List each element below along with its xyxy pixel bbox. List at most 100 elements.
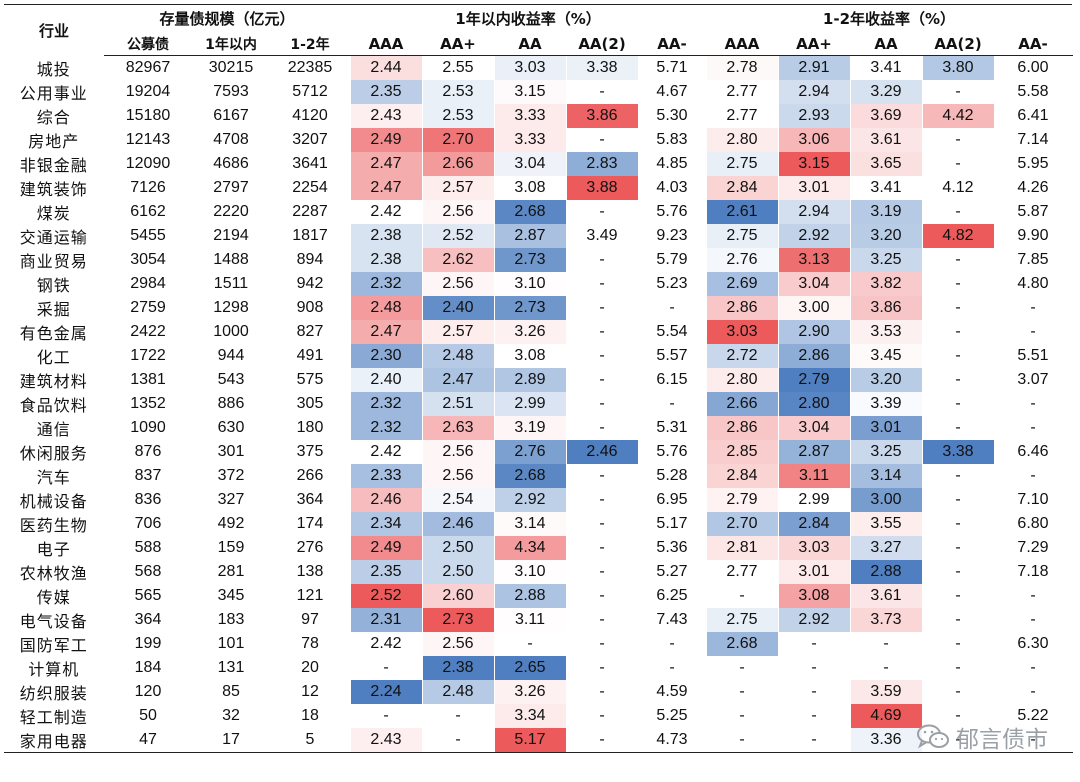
yield-cell: -: [922, 247, 995, 272]
scale-cell: 82967: [104, 55, 193, 80]
yield-cell: 6.80: [994, 511, 1073, 536]
yield-cell: -: [706, 679, 779, 704]
industry-cell: 传媒: [4, 583, 105, 608]
yield-cell: 2.80: [706, 127, 779, 152]
table-row: 电子 588 159 276 2.49 2.50 4.34-5.36 2.81 3.03 3.27…: [4, 535, 1073, 560]
yield-cell: 2.38: [350, 223, 423, 248]
col-header-y1-aaa: AAA: [350, 32, 422, 56]
yield-cell: 2.43: [350, 727, 423, 753]
yield-cell: 3.01: [850, 415, 923, 440]
yield-cell: -: [706, 583, 779, 608]
scale-cell: 908: [270, 295, 351, 320]
yield-cell: 5.87: [994, 199, 1073, 224]
yield-cell: -: [994, 415, 1073, 440]
yield-cell: -: [566, 79, 639, 104]
yield-cell: 3.25: [850, 439, 923, 464]
table-row: 建筑材料 1381 543 575 2.40 2.47 2.89-6.15 2.80 2.79 3…: [4, 367, 1073, 392]
header-row-groups: 行业 存量债规模（亿元） 1年以内收益率（%） 1-2年收益率（%）: [4, 4, 1072, 56]
yield-cell: 3.08: [494, 343, 567, 368]
scale-cell: 12143: [104, 127, 193, 152]
yield-cell: 2.68: [494, 463, 567, 488]
yield-cell: 4.69: [850, 703, 923, 728]
scale-cell: 364: [270, 487, 351, 512]
yield-cell: -: [566, 271, 639, 296]
yield-cell: -: [638, 295, 707, 320]
yield-cell: 2.47: [350, 319, 423, 344]
table-row: 城投 82967 30215 22385 2.44 2.55 3.03 3.38 5.71 2.7…: [4, 55, 1073, 80]
scale-cell: 886: [192, 391, 271, 416]
yield-cell: 3.33: [494, 103, 567, 128]
yield-cell: 3.10: [494, 559, 567, 584]
yield-cell: 7.18: [994, 559, 1073, 584]
yield-cell: 2.52: [350, 583, 423, 608]
yield-cell: 3.15: [778, 151, 851, 176]
yield-cell: 2.86: [706, 295, 779, 320]
col-header-within-1y: 1年以内: [192, 32, 270, 56]
yield-cell: 3.69: [850, 103, 923, 128]
yield-cell: 7.85: [994, 247, 1073, 272]
yield-cell: 2.77: [706, 559, 779, 584]
yield-cell: 2.65: [494, 655, 567, 680]
yield-cell: -: [638, 655, 707, 680]
scale-cell: 565: [104, 583, 193, 608]
yield-cell: -: [922, 583, 995, 608]
yield-cell: -: [922, 511, 995, 536]
yield-cell: 3.03: [706, 319, 779, 344]
yield-cell: 2.92: [778, 607, 851, 632]
scale-cell: 4708: [192, 127, 271, 152]
scale-cell: 6162: [104, 199, 193, 224]
industry-cell: 城投: [4, 55, 105, 80]
yield-cell: 3.14: [850, 463, 923, 488]
scale-cell: 30215: [192, 55, 271, 80]
yield-cell: 2.34: [350, 511, 423, 536]
industry-cell: 医药生物: [4, 511, 105, 536]
yield-cell: 2.56: [422, 199, 495, 224]
scale-cell: 1511: [192, 271, 271, 296]
yield-cell: 4.26: [994, 175, 1073, 200]
yield-cell: 2.63: [422, 415, 495, 440]
yield-cell: -: [566, 703, 639, 728]
yield-cell: 2.50: [422, 559, 495, 584]
yield-cell: 7.43: [638, 607, 707, 632]
yield-cell: -: [778, 703, 851, 728]
yield-cell: -: [494, 631, 567, 656]
yield-cell: -: [994, 679, 1073, 704]
yield-cell: 2.54: [422, 487, 495, 512]
yield-cell: -: [566, 679, 639, 704]
yield-cell: -: [638, 391, 707, 416]
yield-cell: 3.38: [566, 55, 639, 80]
yield-cell: 3.04: [778, 415, 851, 440]
yield-cell: 6.95: [638, 487, 707, 512]
scale-cell: 3207: [270, 127, 351, 152]
yield-cell: -: [566, 559, 639, 584]
scale-cell: 1298: [192, 295, 271, 320]
scale-cell: 131: [192, 655, 271, 680]
scale-cell: 159: [192, 535, 271, 560]
yield-cell: -: [566, 343, 639, 368]
yield-cell: 3.49: [566, 223, 639, 248]
scale-cell: 101: [192, 631, 271, 656]
industry-cell: 煤炭: [4, 199, 105, 224]
yield-cell: 2.44: [350, 55, 423, 80]
yield-cell: 2.84: [706, 175, 779, 200]
yield-cell: -: [850, 655, 923, 680]
yield-cell: 2.70: [706, 511, 779, 536]
yield-cell: 5.28: [638, 463, 707, 488]
scale-cell: 5712: [270, 79, 351, 104]
yield-cell: 5.51: [994, 343, 1073, 368]
col-header-public-bond: 公募债: [104, 32, 192, 56]
yield-cell: 3.82: [850, 271, 923, 296]
yield-cell: 3.08: [494, 175, 567, 200]
yield-cell: 3.80: [922, 55, 995, 80]
scale-cell: 1090: [104, 415, 193, 440]
table-row: 综合 15180 6167 4120 2.43 2.53 3.33 3.86 5.30 2.77 2…: [4, 103, 1073, 128]
scale-cell: 2422: [104, 319, 193, 344]
industry-cell: 房地产: [4, 127, 105, 152]
yield-table-container: 行业 存量债规模（亿元） 1年以内收益率（%） 1-2年收益率（%） 公募债 1…: [4, 4, 1073, 753]
yield-cell: 3.06: [778, 127, 851, 152]
yield-cell: 3.04: [494, 151, 567, 176]
yield-cell: 3.25: [850, 247, 923, 272]
scale-cell: 1488: [192, 247, 271, 272]
yield-cell: 3.55: [850, 511, 923, 536]
yield-cell: 2.66: [706, 391, 779, 416]
